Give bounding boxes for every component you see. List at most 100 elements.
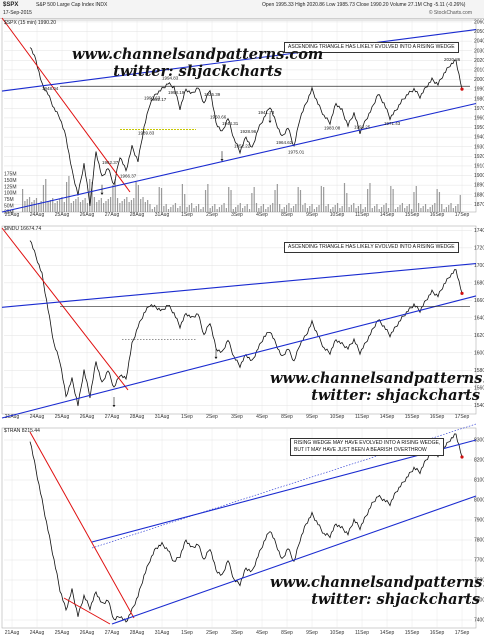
callout-tran-line1: RISING WEDGE MAY HAVE EVOLVED INTO A RIS… [294,440,441,446]
volume-bar [84,198,86,212]
price-annotation: 1952.22 [234,144,251,149]
volume-bar [292,206,295,212]
volume-bar [443,209,445,212]
volume-bar [459,195,461,212]
y-tick-label: 2040 [474,39,484,45]
volume-bar [445,207,447,212]
callout-tran: RISING WEDGE MAY HAVE EVOLVED INTO A RIS… [290,438,445,456]
volume-bar [93,197,95,212]
volume-bar [360,204,362,212]
volume-bar [45,179,47,212]
y-tick-label: 7500 [474,598,484,604]
x-tick-label: 27Aug [105,212,120,218]
volume-bar [385,203,387,212]
volume-bar [160,188,163,212]
volume-bar [420,208,422,212]
volume-bar [383,205,385,212]
volume-bar [119,203,121,212]
volume-bar [390,186,392,212]
volume-bar [211,206,214,212]
volume-bar [283,207,285,212]
x-tick-label: 16Sep [430,414,445,420]
wedge-upper-line [1,263,477,308]
price-annotation: 1983.08 [324,126,341,131]
volume-bar [107,199,109,212]
y-tick-label: 1900 [474,173,484,179]
x-tick-label: 15Sep [405,212,420,218]
x-tick-label: 21Aug [5,414,20,420]
volume-bar [47,202,49,212]
volume-bar [316,207,318,212]
volume-bar [413,192,415,212]
volume-bar [279,204,281,212]
symbol-label: $SPX [3,2,19,8]
volume-bar [128,202,130,212]
y-tick-label: 1880 [474,192,484,198]
volume-bar [323,187,325,212]
price-annotation: 1950.66 [210,115,227,120]
volume-bar [232,209,234,212]
x-tick-label: 24Aug [30,414,45,420]
volume-bar [103,203,105,212]
y-tick-label: 1940 [474,135,484,141]
callout-indu: ASCENDING TRIANGLE HAS LIKELY EVOLVED IN… [284,242,459,253]
x-tick-label: 28Aug [130,212,145,218]
volume-bar [327,204,329,212]
x-tick-label: 17Sep [455,212,470,218]
volume-bar [216,209,218,212]
last-price-dot [460,455,464,459]
volume-bar [309,206,311,212]
panel3-label: $TRAN 8215.44 [4,428,40,434]
volume-bar [140,199,142,212]
price-annotation: 1993.25 [354,124,371,129]
ohlc-readout: Open 1995.33 High 2020.86 Low 1985.73 Cl… [262,2,466,8]
x-tick-label: 17Sep [455,630,470,636]
volume-bar [33,200,35,212]
volume-bar [404,208,406,212]
volume-bar [434,203,436,212]
volume-bar [158,187,160,212]
volume-bar [123,199,126,212]
callout-spx: ASCENDING TRIANGLE HAS LIKELY EVOLVED IN… [284,42,459,53]
volume-bar [98,200,100,212]
x-tick-label: 21Aug [5,630,20,636]
x-tick-label: 1Sep [181,212,193,218]
y-tick-label: 16200 [474,333,484,339]
price-series [29,240,463,407]
volume-bar [299,190,302,212]
volume-bar [214,204,216,212]
volume-bar [61,197,63,212]
volume-bar [200,209,202,212]
x-tick-label: 8Sep [281,630,293,636]
y-tick-label: 2050 [474,29,484,35]
x-tick-label: 10Sep [330,630,345,636]
volume-bar [202,207,204,212]
price-annotation: 1994.83 [162,75,179,80]
volume-bar [114,179,116,212]
x-tick-label: 10Sep [330,414,345,420]
volume-bar [258,208,260,212]
y-tick-label: 15400 [474,403,484,409]
volume-bar [253,187,255,212]
watermark-site: www.channelsandpatterns.com [72,46,324,63]
stockcharts-credit: © StockCharts.com [428,10,472,16]
volume-bar [126,197,128,212]
volume-bar [246,204,248,212]
volume-bar [179,206,181,212]
watermark-twitter: twitter: shjackcharts [113,63,283,80]
x-tick-label: 24Aug [30,630,45,636]
volume-bar [332,207,334,212]
x-tick-label: 8Sep [281,414,293,420]
x-tick-label: 28Aug [130,414,145,420]
x-tick-label: 25Aug [55,630,70,636]
volume-bar [431,205,434,212]
volume-bar [28,197,31,212]
volume-bar [302,205,304,212]
volume-bar [313,209,315,212]
x-tick-label: 11Sep [355,414,369,420]
volume-bar [86,203,89,212]
price-annotation: 1975.01 [288,150,305,155]
volume-bar [290,208,292,212]
x-tick-label: 16Sep [430,630,445,636]
price-annotation: 1925.39 [204,92,221,97]
